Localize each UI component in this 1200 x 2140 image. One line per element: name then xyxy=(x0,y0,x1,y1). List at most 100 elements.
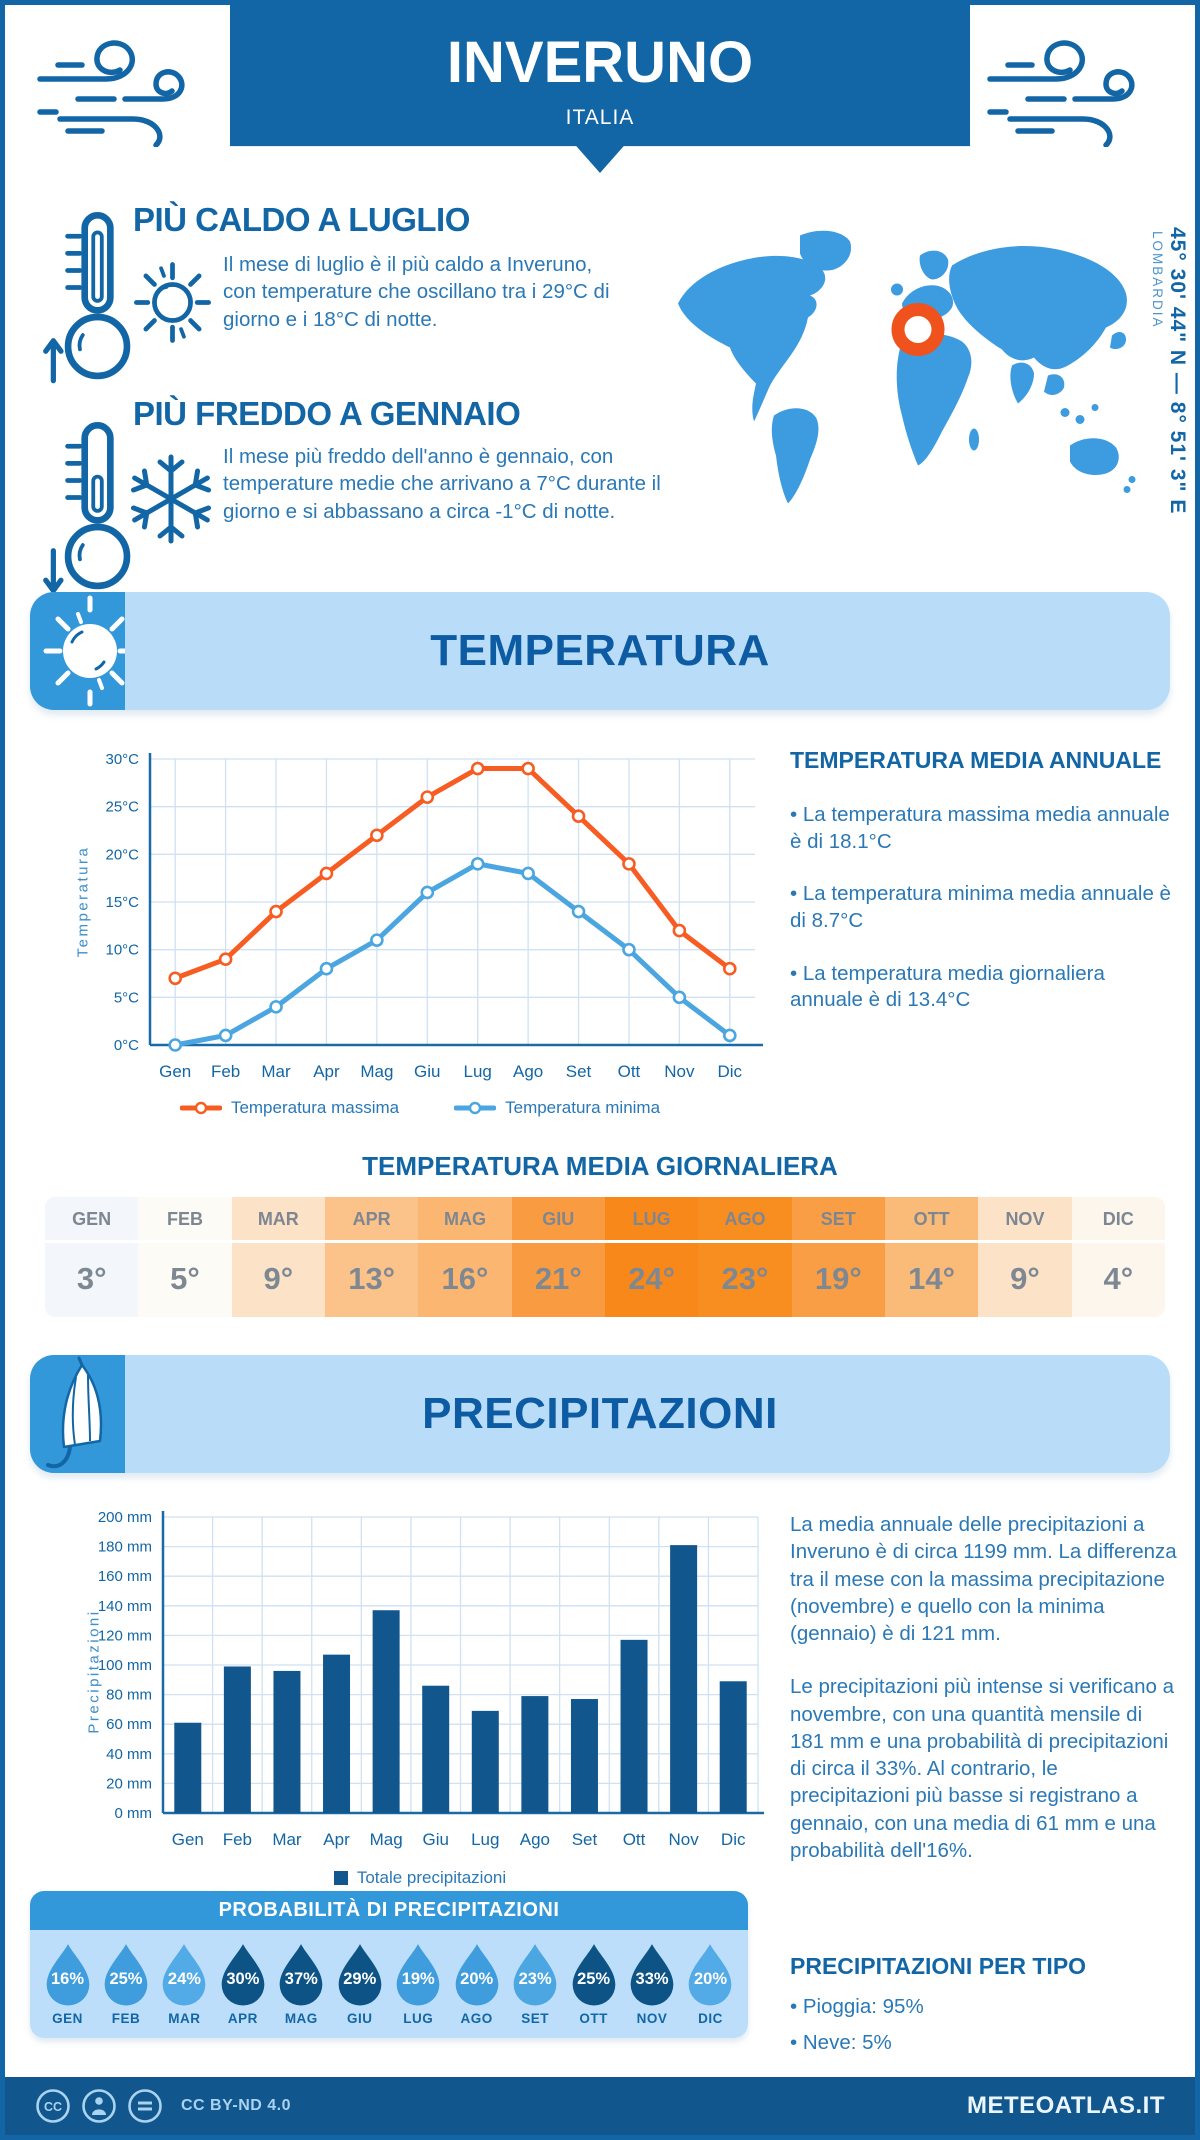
x-tick-label: Ott xyxy=(623,1830,646,1849)
daily-table-column: AGO 23° xyxy=(698,1197,792,1317)
cold-text: Il mese più freddo dell'anno è gennaio, … xyxy=(223,445,661,523)
water-drop-icon: 23% xyxy=(510,1942,560,2006)
daily-table-column: LUG 24° xyxy=(604,1197,699,1317)
daily-value-cell: 23° xyxy=(721,1261,769,1296)
data-point-marker xyxy=(672,923,687,938)
data-point-marker xyxy=(269,904,283,919)
drop-percent: 25% xyxy=(109,1970,143,1988)
drop-percent: 30% xyxy=(226,1970,260,1988)
x-tick-label: Mar xyxy=(272,1830,302,1849)
data-point-marker xyxy=(571,904,586,919)
header-banner: INVERUNO ITALIA xyxy=(230,5,970,173)
sun-badge xyxy=(30,592,137,710)
y-tick-label: 200 mm xyxy=(98,1509,152,1526)
data-point-marker xyxy=(168,1038,183,1052)
water-drop-icon: 25% xyxy=(569,1942,619,2006)
drop-month-label: APR xyxy=(227,2011,258,2026)
drop-month-label: GEN xyxy=(52,2011,83,2026)
temp-chart-legend: Temperatura massima Temperatura minima xyxy=(55,1098,785,1118)
daily-table-column: MAR 9° xyxy=(231,1197,325,1317)
annual-bullet: • La temperatura massima media annuale è… xyxy=(790,803,1170,853)
temp-line-chart: Gen Feb Mar Apr Mag Giu Lug Ago Set Ott Nov Dic 0°C 5… xyxy=(105,751,763,1081)
legend-swatch-icon xyxy=(333,1871,348,1885)
drop-percent: 24% xyxy=(167,1970,201,1988)
daily-table-column: APR 13° xyxy=(324,1197,419,1317)
probability-panel: PROBABILITÀ DI PRECIPITAZIONI 16% GEN 25% F… xyxy=(30,1891,748,2038)
license-block: CC CC BY-ND 4.0 xyxy=(35,2088,291,2124)
data-point-marker xyxy=(622,857,636,871)
x-tick-label: Set xyxy=(572,1830,598,1849)
data-point-marker xyxy=(218,952,233,966)
site-label: METEOATLAS.IT xyxy=(966,2092,1165,2119)
drop-month-label: LUG xyxy=(403,2011,434,2026)
drop-month-label: DIC xyxy=(698,2011,723,2026)
data-point-marker xyxy=(521,866,535,881)
annual-averages: TEMPERATURA MEDIA ANNUALE • La temperatu… xyxy=(790,747,1182,1014)
daily-month-cell: FEB xyxy=(138,1197,232,1243)
thermometer-down-icon xyxy=(43,422,131,594)
precip-by-type: PRECIPITAZIONI PER TIPO • Pioggia: 95% •… xyxy=(790,1953,1182,2056)
daily-month-cell: AGO xyxy=(698,1197,792,1243)
drop-percent: 19% xyxy=(401,1970,435,1988)
data-point-marker xyxy=(319,866,334,881)
y-tick-label: 140 mm xyxy=(98,1598,152,1615)
probability-drop: 33% NOV xyxy=(625,1942,680,2026)
data-point-marker xyxy=(722,1028,737,1043)
cc-icon: CC xyxy=(36,2089,70,2123)
drop-percent: 16% xyxy=(50,1970,85,1988)
legend-label: Temperatura massima xyxy=(230,1098,400,1117)
y-tick-label: 120 mm xyxy=(98,1627,152,1644)
data-point-marker xyxy=(521,761,535,776)
series-line xyxy=(172,861,733,1048)
drop-percent: 20% xyxy=(460,1970,494,1988)
daily-table-title: TEMPERATURA MEDIA GIORNALIERA xyxy=(362,1151,838,1181)
snowflake-icon xyxy=(130,454,212,544)
legend-label: Totale precipitazioni xyxy=(356,1868,507,1887)
water-drop-icon: 16% xyxy=(43,1942,93,2006)
data-point-marker xyxy=(622,942,636,957)
daily-value-cell: 16° xyxy=(441,1261,489,1296)
water-drop-icon: 29% xyxy=(335,1942,385,2006)
y-tick-label: 20 mm xyxy=(106,1775,152,1792)
cc-by-person-icon xyxy=(82,2089,116,2123)
x-tick-label: Mag xyxy=(370,1830,403,1849)
y-tick-label: 80 mm xyxy=(106,1687,152,1704)
y-tick-label: 0 mm xyxy=(115,1805,153,1822)
legend-item: Temperatura minima xyxy=(454,1098,660,1118)
drop-month-label: OTT xyxy=(579,2011,608,2026)
x-tick-label: Ago xyxy=(520,1830,550,1849)
daily-value-cell: 4° xyxy=(1103,1261,1134,1296)
drop-month-label: NOV xyxy=(636,2011,668,2026)
drop-month-label: GIU xyxy=(347,2011,373,2026)
coordinates-label: 45° 30' 44" N — 8° 51' 3" E xyxy=(1166,227,1189,515)
probability-drop: 37% MAG xyxy=(274,1942,329,2026)
warm-title: PIÙ CALDO A LUGLIO xyxy=(133,201,470,238)
location-marker-icon xyxy=(891,303,945,356)
data-point-marker xyxy=(168,971,183,986)
temp-chart-ylabel: Temperatura xyxy=(74,845,92,958)
data-point-marker xyxy=(319,961,334,976)
drop-month-label: FEB xyxy=(111,2011,141,2026)
x-tick-label: Giu xyxy=(414,1062,440,1081)
daily-value-cell: 9° xyxy=(263,1261,294,1296)
legend-label: Temperatura minima xyxy=(505,1098,661,1117)
bar xyxy=(620,1639,648,1813)
probability-drop: 25% FEB xyxy=(98,1942,153,2026)
daily-value-cell: 13° xyxy=(348,1261,396,1296)
x-tick-label: Set xyxy=(566,1062,592,1081)
x-tick-label: Gen xyxy=(172,1830,204,1849)
svg-text:CC: CC xyxy=(44,2100,62,2114)
temperature-banner: TEMPERATURA xyxy=(30,592,1170,710)
series-line xyxy=(172,766,733,981)
data-point-marker xyxy=(269,1000,283,1014)
daily-table: GEN 3° FEB 5° MAR 9° APR 13° MAG 16° GIU 21° LUG 24° A… xyxy=(45,1197,1165,1317)
precipitation-banner: PRECIPITAZIONI xyxy=(30,1355,1170,1473)
y-tick-label: 100 mm xyxy=(98,1657,152,1674)
warm-text: Il mese di luglio è il più caldo a Inver… xyxy=(223,253,610,331)
bar xyxy=(223,1666,251,1813)
daily-table-column: NOV 9° xyxy=(978,1197,1072,1317)
water-drop-icon: 30% xyxy=(218,1942,268,2006)
data-point-marker xyxy=(370,933,384,947)
precip-chart-ylabel: Precipitazioni xyxy=(85,1609,103,1734)
